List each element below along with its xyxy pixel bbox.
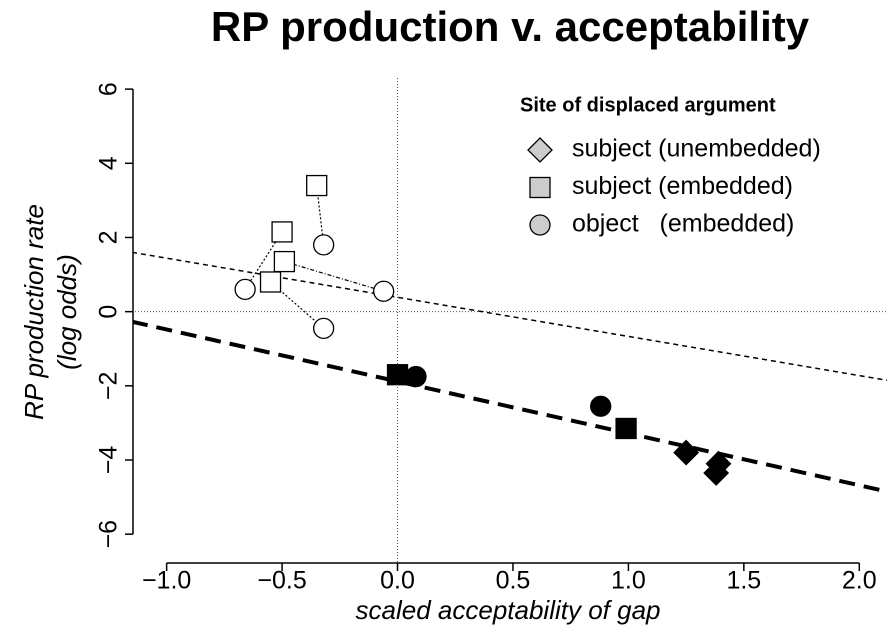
x-tick-label: 0.0	[380, 567, 415, 595]
x-tick-label: 2.0	[842, 567, 877, 595]
marker	[259, 271, 282, 293]
fit-line	[133, 319, 888, 494]
marker	[590, 395, 612, 417]
marker	[312, 234, 335, 256]
marker	[527, 137, 553, 163]
y-tick-label: 4	[95, 156, 123, 170]
fit-line	[133, 251, 888, 382]
marker	[386, 364, 409, 386]
marker	[405, 365, 427, 388]
connector	[284, 261, 384, 292]
legend-label: subject (embedded)	[572, 172, 793, 200]
y-tick-label: −6	[95, 520, 123, 549]
y-tick-label: 0	[95, 305, 123, 319]
marker	[615, 417, 637, 440]
x-axis-label: scaled acceptability of gap	[356, 595, 661, 625]
marker	[234, 278, 256, 301]
y-tick-label: −4	[95, 446, 123, 475]
chart-title: RP production v. acceptability	[211, 3, 810, 50]
marker	[705, 450, 732, 477]
marker	[529, 176, 551, 199]
marker	[273, 250, 296, 273]
marker	[529, 214, 551, 236]
y-tick-label: 6	[95, 82, 123, 96]
x-tick-label: −1.0	[142, 567, 191, 595]
marker	[306, 174, 328, 197]
legend-title: Site of displaced argument	[520, 94, 776, 116]
marker	[312, 317, 335, 339]
connector	[244, 231, 283, 290]
plot-area	[133, 78, 888, 562]
y-axis-label: (log odds)	[52, 254, 82, 370]
x-tick-label: 1.0	[611, 567, 646, 595]
x-tick-label: 1.5	[726, 567, 761, 595]
y-axis-label: RP production rate	[19, 204, 49, 420]
legend-label: subject (unembedded)	[572, 135, 821, 163]
y-tick-label: 2	[95, 231, 123, 245]
y-tick-label: −2	[95, 372, 123, 401]
marker	[673, 439, 700, 466]
x-tick-label: −0.5	[257, 567, 306, 595]
legend-label: object (embedded)	[572, 210, 794, 238]
x-tick-label: 0.5	[496, 567, 531, 595]
marker	[271, 221, 293, 243]
marker	[373, 280, 395, 302]
